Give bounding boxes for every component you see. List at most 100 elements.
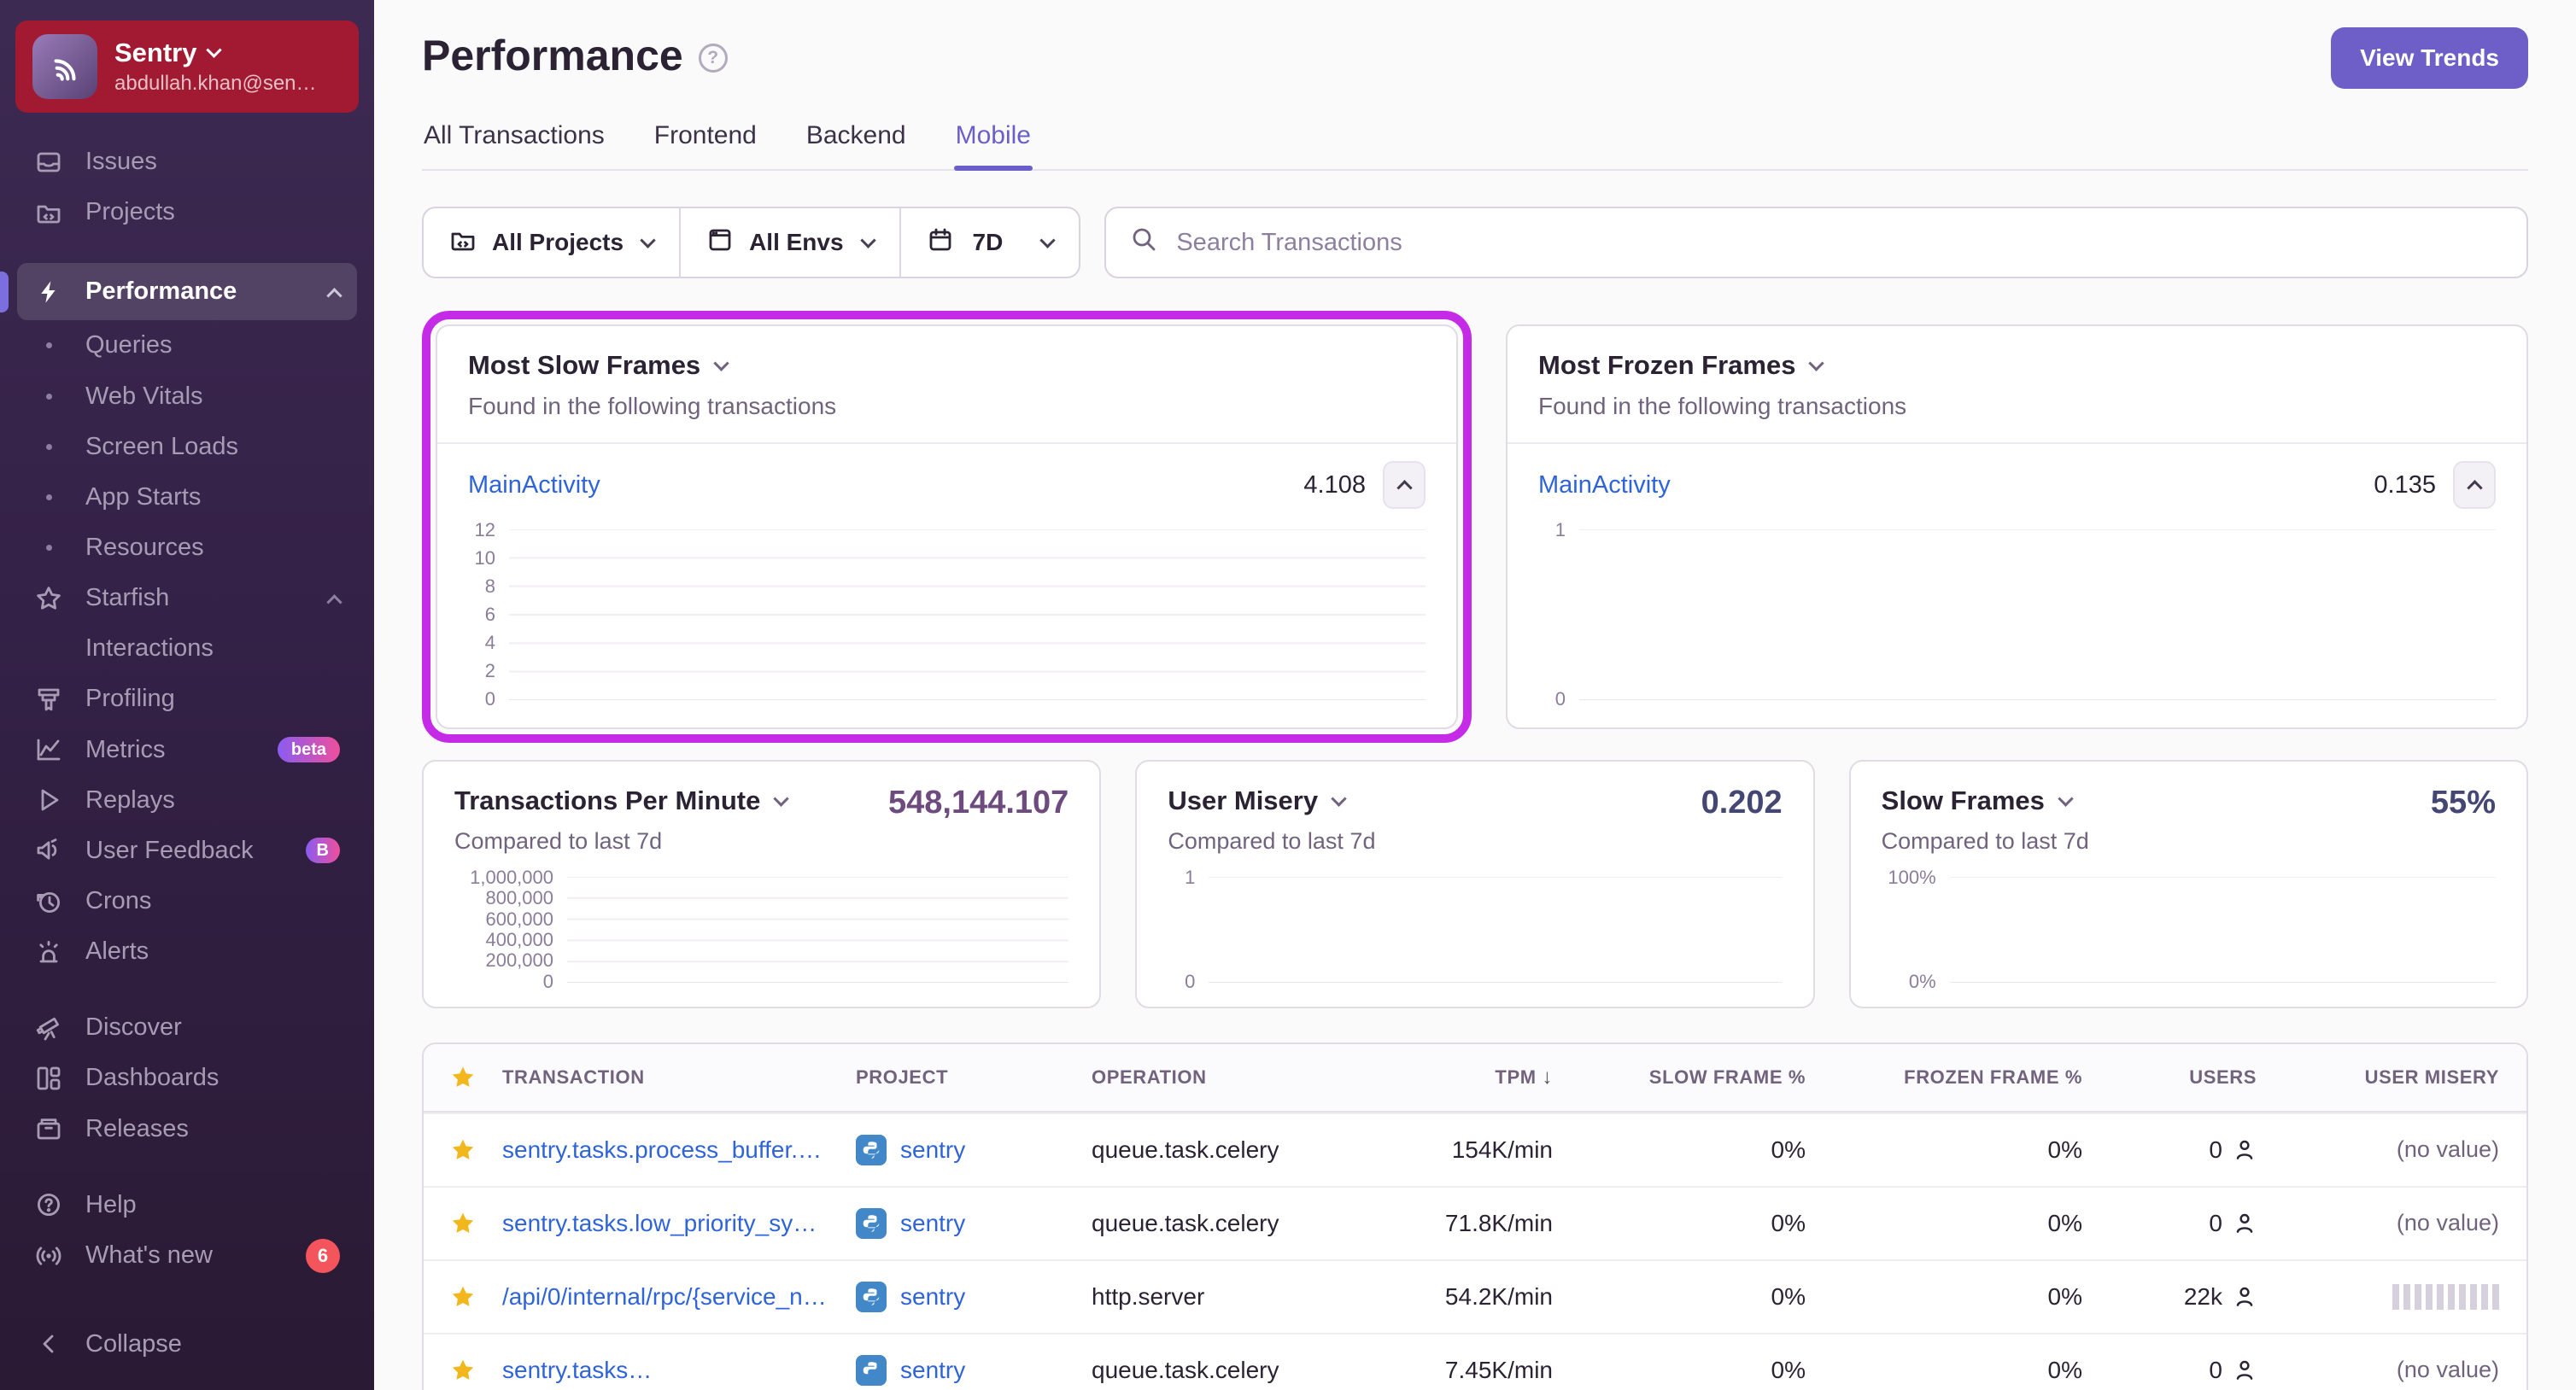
project-link[interactable]: sentry <box>856 1281 1092 1312</box>
tab-frontend[interactable]: Frontend <box>653 121 757 149</box>
view-trends-button[interactable]: View Trends <box>2331 27 2528 89</box>
column-header-project[interactable]: PROJECT <box>856 1066 949 1088</box>
star-column-header[interactable] <box>424 1065 502 1090</box>
tab-all-transactions[interactable]: All Transactions <box>424 121 605 149</box>
most-frozen-frames-widget: Most Frozen Frames Found in the followin… <box>1506 324 2528 729</box>
environment-filter[interactable]: All Envs <box>679 208 899 277</box>
metric-value: 0.135 <box>2374 470 2436 499</box>
transaction-link[interactable]: MainActivity <box>1538 470 1671 499</box>
python-logo-icon <box>856 1207 887 1239</box>
b-badge: B <box>305 838 340 864</box>
widget-title-dropdown[interactable]: User Misery <box>1168 786 1347 816</box>
column-header-frozen-frame[interactable]: FROZEN FRAME % <box>1904 1066 2082 1088</box>
column-header-user-misery[interactable]: USER MISERY <box>2364 1066 2499 1088</box>
slow-frame-cell: 0% <box>1771 1356 1806 1383</box>
sentry-logo-icon <box>32 34 97 99</box>
users-cell: 0 <box>2116 1357 2291 1384</box>
sidebar-item-starfish[interactable]: Starfish <box>17 573 357 623</box>
transactions-table: TRANSACTION PROJECT OPERATION TPM ↓ SLOW… <box>422 1042 2528 1390</box>
sidebar-item-user-feedback[interactable]: User Feedback B <box>17 826 357 876</box>
sidebar-item-queries[interactable]: Queries <box>17 320 357 371</box>
tpm-chart[interactable] <box>567 877 1068 983</box>
tpm-cell: 7.45K/min <box>1444 1356 1553 1383</box>
transaction-link[interactable]: MainActivity <box>468 470 600 499</box>
expand-collapse-button[interactable] <box>1383 461 1426 509</box>
sidebar-item-discover[interactable]: Discover <box>17 1002 357 1053</box>
sidebar-item-screen-loads[interactable]: Screen Loads <box>17 422 357 472</box>
widget-title-dropdown[interactable]: Transactions Per Minute <box>454 786 790 816</box>
project-link[interactable]: sentry <box>856 1207 1092 1239</box>
project-link[interactable]: sentry <box>856 1134 1092 1165</box>
metrics-icon <box>34 736 63 763</box>
transaction-link[interactable]: sentry.tasks… <box>502 1356 653 1383</box>
transaction-link[interactable]: sentry.tasks.low_priority_symbolication.… <box>502 1209 856 1236</box>
sidebar-item-performance[interactable]: Performance <box>0 263 357 321</box>
sidebar-item-projects[interactable]: Projects <box>17 187 357 237</box>
sidebar-item-releases[interactable]: Releases <box>17 1104 357 1154</box>
sidebar-item-dashboards[interactable]: Dashboards <box>17 1053 357 1103</box>
sidebar-item-help[interactable]: Help <box>17 1180 357 1230</box>
date-range-filter[interactable]: 7D <box>899 208 1080 277</box>
most-frozen-frames-chart[interactable] <box>1579 529 2496 700</box>
star-toggle[interactable] <box>424 1137 502 1163</box>
user-icon <box>2236 1213 2253 1233</box>
beta-badge: beta <box>277 737 340 763</box>
user-misery-cell: (no value) <box>2396 1357 2499 1383</box>
widget-subtitle: Found in the following transactions <box>468 393 837 419</box>
widget-title-dropdown[interactable]: Slow Frames <box>1882 786 2074 816</box>
widget-title-dropdown[interactable]: Most Frozen Frames <box>1538 350 2496 381</box>
star-toggle[interactable] <box>424 1284 502 1310</box>
project-filter[interactable]: All Projects <box>424 208 679 277</box>
star-toggle[interactable] <box>424 1211 502 1236</box>
sidebar-item-metrics[interactable]: Metrics beta <box>17 725 357 775</box>
star-icon <box>452 1359 474 1380</box>
sidebar-item-alerts[interactable]: Alerts <box>17 926 357 977</box>
transaction-link[interactable]: sentry.tasks.process_buffer.process_incr <box>502 1136 856 1163</box>
active-indicator <box>0 271 9 312</box>
star-toggle[interactable] <box>424 1358 502 1383</box>
column-header-operation[interactable]: OPERATION <box>1092 1066 1207 1088</box>
org-switcher[interactable]: Sentry abdullah.khan@sen… <box>15 20 359 113</box>
metric-value: 548,144.107 <box>888 785 1069 821</box>
column-header-users[interactable]: USERS <box>2189 1066 2257 1088</box>
widget-title-dropdown[interactable]: Most Slow Frames <box>468 350 1426 381</box>
expand-collapse-button[interactable] <box>2453 461 2496 509</box>
column-header-tpm[interactable]: TPM ↓ <box>1495 1065 1553 1089</box>
bullet-icon <box>34 443 63 450</box>
y-axis-labels: 1,000,000 800,000 600,000 400,000 200,000 0 <box>470 866 553 992</box>
sidebar-item-resources[interactable]: Resources <box>17 523 357 573</box>
sidebar-item-profiling[interactable]: Profiling <box>17 674 357 724</box>
operation-cell: http.server <box>1092 1282 1205 1310</box>
sidebar-item-replays[interactable]: Replays <box>17 775 357 826</box>
project-link[interactable]: sentry <box>856 1354 1092 1386</box>
sidebar-collapse-button[interactable]: Collapse <box>17 1319 357 1370</box>
sidebar-item-app-starts[interactable]: App Starts <box>17 472 357 523</box>
most-slow-frames-chart[interactable] <box>509 529 1426 700</box>
search-input[interactable] <box>1173 226 2503 259</box>
user-misery-score-bars <box>2291 1283 2526 1310</box>
sidebar-item-crons[interactable]: Crons <box>17 876 357 926</box>
column-header-transaction[interactable]: TRANSACTION <box>502 1066 645 1088</box>
transaction-link[interactable]: /api/0/internal/rpc/{service_name}/{me… <box>502 1282 856 1310</box>
sidebar-item-issues[interactable]: Issues <box>17 137 357 187</box>
slow-frames-chart[interactable] <box>1950 877 2496 983</box>
star-outline-icon <box>34 585 63 612</box>
org-email: abdullah.khan@sen… <box>114 71 317 95</box>
widget-subtitle: Compared to last 7d <box>1881 827 2089 854</box>
clock-icon <box>34 888 63 915</box>
org-name: Sentry <box>114 37 197 67</box>
sidebar-item-interactions[interactable]: Interactions <box>85 634 214 663</box>
slow-frame-cell: 0% <box>1771 1282 1806 1310</box>
tab-backend[interactable]: Backend <box>805 121 906 149</box>
chevron-up-icon <box>326 275 342 308</box>
user-misery-cell: (no value) <box>2396 1210 2499 1236</box>
user-misery-chart[interactable] <box>1209 877 1782 983</box>
sidebar-item-whats-new[interactable]: What's new 6 <box>17 1230 357 1282</box>
help-tooltip-icon[interactable]: ? <box>698 44 728 73</box>
sidebar-item-web-vitals[interactable]: Web Vitals <box>17 371 357 422</box>
tab-mobile[interactable]: Mobile <box>953 121 1033 171</box>
column-header-slow-frame[interactable]: SLOW FRAME % <box>1648 1066 1806 1088</box>
chevron-left-icon <box>34 1330 63 1358</box>
table-row: /api/0/internal/rpc/{service_name}/{me… … <box>424 1259 2526 1333</box>
filter-bar: All Projects All Envs 7D <box>422 207 1081 278</box>
